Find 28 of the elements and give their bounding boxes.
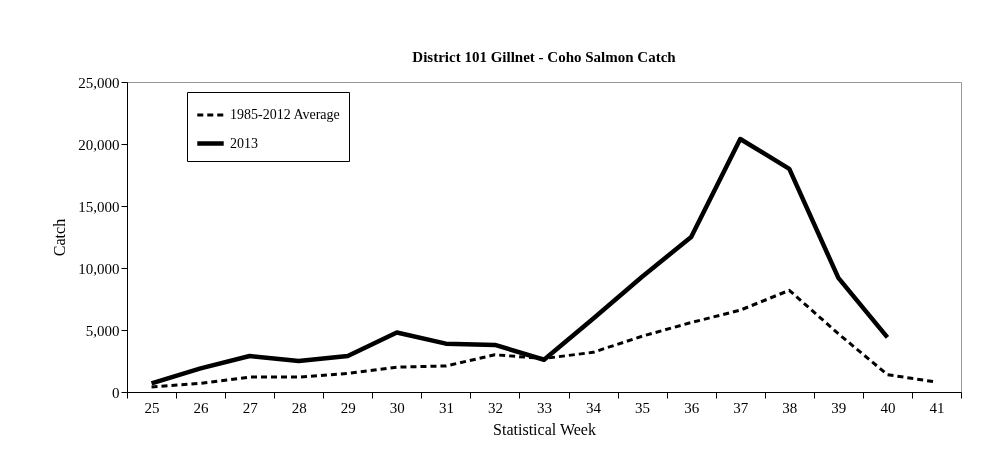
x-tick-label: 30 [389, 399, 405, 416]
legend-label: 1985-2012 Average [230, 107, 340, 122]
y-tick-label: 25,000 [78, 74, 120, 91]
chart-title: District 101 Gillnet - Coho Salmon Catch [412, 49, 677, 65]
x-tick-label: 32 [487, 399, 503, 416]
y-axis-title: Catch [51, 218, 69, 257]
x-tick-label: 41 [929, 399, 945, 416]
x-tick-label: 31 [438, 399, 454, 416]
x-tick-label: 38 [782, 399, 798, 416]
x-tick-label: 29 [340, 399, 356, 416]
y-tick-label: 10,000 [78, 260, 120, 277]
x-tick-label: 27 [242, 399, 259, 416]
x-tick-label: 36 [684, 399, 700, 416]
y-tick-label: 0 [112, 384, 120, 401]
x-tick-label: 33 [537, 399, 552, 416]
legend-label: 2013 [230, 135, 258, 151]
x-tick-label: 28 [291, 399, 307, 416]
x-tick-label: 40 [880, 399, 896, 416]
x-tick-label: 26 [193, 399, 210, 416]
x-tick-label: 39 [831, 399, 847, 416]
x-tick-label: 34 [586, 399, 602, 416]
y-tick-label: 15,000 [78, 198, 120, 215]
y-tick-label: 20,000 [78, 136, 120, 153]
x-tick-label: 35 [635, 399, 651, 416]
x-axis-title: Statistical Week [493, 420, 596, 438]
x-tick-label: 25 [144, 399, 160, 416]
x-tick-label: 37 [733, 399, 749, 416]
y-tick-label: 5,000 [85, 322, 120, 339]
